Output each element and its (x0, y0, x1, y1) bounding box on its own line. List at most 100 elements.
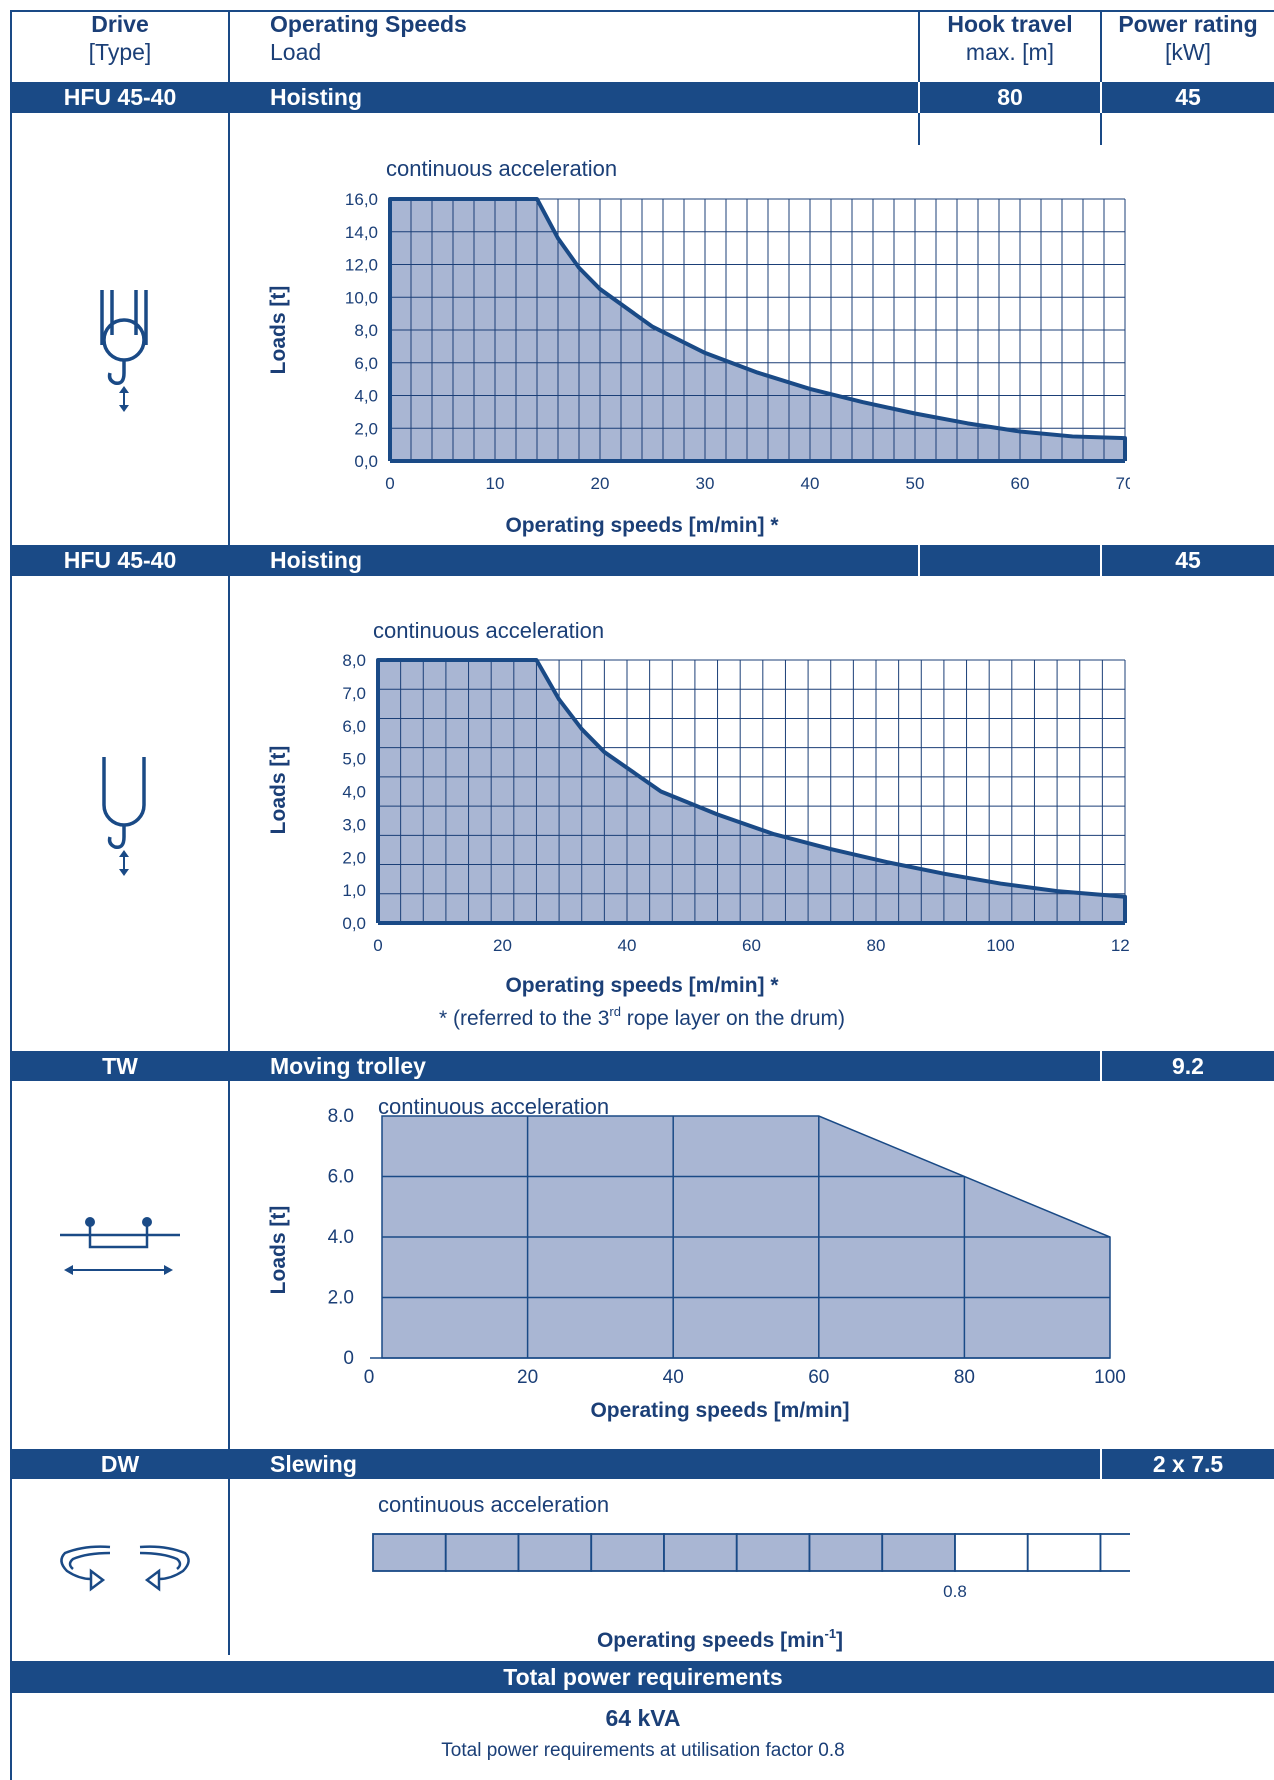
y-tick-label: 8,0 (354, 321, 378, 340)
value-label: 0.8 (943, 1582, 967, 1601)
x-tick-label: 0 (364, 1367, 375, 1388)
section-band: TW Moving trolley 9.2 (12, 1051, 1274, 1081)
y-tick-label: 0 (343, 1348, 354, 1369)
x-tick-label: 20 (493, 936, 512, 955)
y-tick-label: 0,0 (354, 452, 378, 471)
hoisting-chart-1: 0 10 20 30 40 50 60 70 0,0 2,0 4,0 6,0 8,0 10,0 12,0 14… (267, 156, 1130, 537)
speed-segment (735, 1533, 811, 1572)
total-value: 64 kVA (605, 1705, 681, 1731)
speeds-header: Operating Speeds Load (270, 10, 467, 66)
drive-type: DW (100, 1451, 140, 1477)
y-axis-title: Loads [t] (267, 286, 290, 375)
x-axis-title: Operating speeds [m/min] (590, 1399, 849, 1422)
chart-title: continuous acceleration (378, 1492, 609, 1517)
hoisting-chart-2: 0 20 40 60 80 100 120 0,0 1,0 2,0 3,0 4,0 5,0 6,0 7,0 8… (267, 618, 1130, 1030)
power-divider-line (1100, 10, 1102, 145)
chart-title: continuous acceleration (378, 1094, 609, 1119)
speed-segment (808, 1533, 884, 1572)
chart-footnote: * (referred to the 3rd rope layer on the… (439, 1004, 845, 1030)
y-tick-label: 3,0 (342, 815, 366, 834)
x-tick-label: 80 (954, 1367, 975, 1388)
y-tick-label: 5,0 (342, 750, 366, 769)
y-tick-label: 14,0 (345, 223, 378, 242)
speed-segment (1026, 1533, 1102, 1572)
x-tick-label: 100 (1094, 1367, 1126, 1388)
drive-header-title: Drive (91, 11, 149, 37)
y-tick-label: 4,0 (354, 387, 378, 406)
section-band: DW Slewing 2 x 7.5 (12, 1449, 1274, 1479)
trolley-chart: 0 20 40 60 80 100 0 2.0 4.0 6.0 8.0 continuous acce… (267, 1094, 1126, 1422)
x-axis-title: Operating speeds [m/min] * (505, 974, 779, 997)
y-tick-label: 6,0 (354, 354, 378, 373)
power-header-sub: [kW] (1165, 39, 1211, 65)
section-band: HFU 45-40 Hoisting 45 (12, 545, 1274, 576)
total-note: Total power requirements at utilisation … (441, 1740, 845, 1761)
x-tick-label: 40 (618, 936, 637, 955)
hook-double-reeving-icon (100, 290, 148, 412)
drive-name: Slewing (270, 1451, 357, 1477)
hook-divider-line (918, 10, 920, 145)
drive-type: HFU 45-40 (63, 547, 177, 573)
x-tick-label: 80 (867, 936, 886, 955)
y-tick-label: 8.0 (328, 1106, 354, 1127)
y-tick-label: 16,0 (345, 190, 378, 209)
speed-segment (663, 1533, 738, 1572)
power-value: 2 x 7.5 (1152, 1451, 1224, 1477)
y-tick-label: 12,0 (345, 256, 378, 275)
y-tick-label: 4.0 (328, 1227, 354, 1248)
load-area (378, 660, 1125, 923)
load-curve (376, 658, 1127, 923)
x-tick-label: 30 (696, 474, 715, 493)
x-tick-label: 20 (517, 1367, 538, 1388)
x-axis-title: Operating speeds [min-1] (597, 1626, 843, 1652)
band-divider (1100, 82, 1102, 113)
x-tick-label: 10 (486, 474, 505, 493)
x-tick-label: 0 (373, 936, 382, 955)
speed-segment (881, 1533, 956, 1572)
drive-header: Drive [Type] (12, 10, 228, 66)
power-value: 45 (1175, 84, 1201, 110)
speed-segment (954, 1533, 1029, 1572)
frame-left-line (10, 10, 12, 1780)
x-tick-label: 60 (1011, 474, 1030, 493)
speed-segment (590, 1533, 665, 1572)
x-tick-label: 40 (663, 1367, 684, 1388)
x-tick-label: 120 (1111, 936, 1130, 955)
drive-name: Hoisting (270, 84, 362, 110)
y-tick-label: 7,0 (342, 684, 366, 703)
power-header-title: Power rating (1118, 11, 1258, 37)
hook-header: Hook travel max. [m] (920, 10, 1100, 66)
speeds-header-sub: Load (270, 39, 322, 65)
slewing-chart: 0.8 continuous acceleration Operating spee… (372, 1492, 1130, 1652)
power-value: 45 (1175, 547, 1201, 573)
band-divider (918, 545, 920, 576)
x-tick-label: 100 (986, 936, 1014, 955)
y-tick-label: 6,0 (342, 717, 366, 736)
speed-segment (517, 1533, 593, 1572)
column-divider-line (228, 10, 230, 1655)
hook-single-reeving-icon (102, 757, 146, 876)
drive-header-sub: [Type] (88, 39, 152, 65)
hook-header-sub: max. [m] (965, 39, 1055, 65)
speed-segment (444, 1533, 520, 1572)
hook-travel-value: 80 (997, 84, 1023, 110)
power-value: 9.2 (1172, 1053, 1204, 1079)
section-band: HFU 45-40 Hoisting 80 45 (12, 82, 1274, 113)
y-tick-label: 1,0 (342, 881, 366, 900)
y-tick-label: 4,0 (342, 783, 366, 802)
x-tick-label: 60 (742, 936, 761, 955)
trolley-icon (60, 1217, 180, 1275)
total-band: Total power requirements (12, 1661, 1274, 1693)
x-tick-label: 70 (1116, 474, 1130, 493)
y-tick-label: 2,0 (342, 848, 366, 867)
load-curve (388, 197, 1127, 461)
speed-segment (1099, 1533, 1130, 1572)
drive-type: TW (102, 1053, 138, 1079)
y-tick-label: 6.0 (328, 1167, 354, 1188)
speed-segment (372, 1533, 447, 1572)
drive-name: Hoisting (270, 547, 362, 573)
hook-header-title: Hook travel (947, 11, 1073, 37)
slewing-icon (60, 1545, 190, 1592)
y-tick-label: 2.0 (328, 1288, 354, 1309)
x-tick-label: 0 (385, 474, 394, 493)
